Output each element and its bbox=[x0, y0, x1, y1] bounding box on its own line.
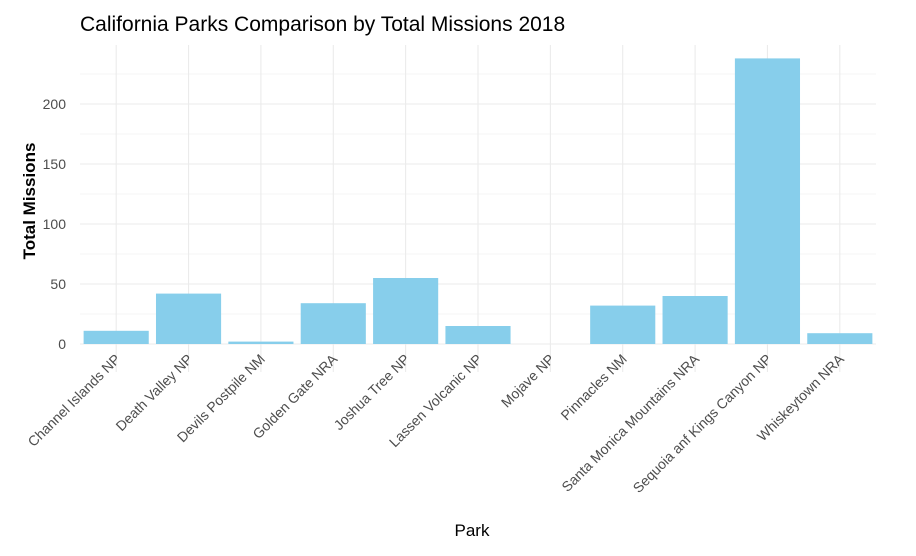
x-axis-label: Park bbox=[455, 521, 490, 540]
y-tick-label: 150 bbox=[43, 156, 67, 172]
x-tick-label: Channel Islands NP bbox=[24, 351, 123, 450]
x-tick-label: Santa Monica Mountains NRA bbox=[558, 350, 702, 494]
bar-9 bbox=[734, 58, 801, 345]
y-axis-label: Total Missions bbox=[20, 143, 39, 260]
y-tick-label: 100 bbox=[43, 216, 67, 232]
x-tick-label: Death Valley NP bbox=[112, 351, 195, 434]
bar-1 bbox=[155, 293, 222, 344]
bar-7 bbox=[590, 305, 656, 344]
x-tick-label: Pinnacles NM bbox=[557, 351, 629, 423]
x-tick-label: Mojave NP bbox=[498, 351, 558, 411]
bar-3 bbox=[300, 303, 366, 344]
y-tick-label: 0 bbox=[58, 336, 66, 352]
bar-10 bbox=[807, 333, 873, 344]
y-tick-label: 200 bbox=[43, 96, 67, 112]
x-tick-label: Sequoia anf Kings Canyon NP bbox=[630, 351, 775, 496]
y-tick-label: 50 bbox=[50, 276, 66, 292]
x-tick-label: Joshua Tree NP bbox=[330, 351, 412, 433]
bars bbox=[83, 58, 873, 345]
y-tick-labels: 0 50 100 150 200 bbox=[43, 96, 67, 352]
bar-5 bbox=[445, 326, 511, 344]
bar-2 bbox=[228, 341, 294, 344]
bar-0 bbox=[83, 330, 149, 344]
bar-8 bbox=[662, 296, 728, 344]
chart-title: California Parks Comparison by Total Mis… bbox=[80, 13, 566, 36]
bar-4 bbox=[373, 278, 439, 344]
